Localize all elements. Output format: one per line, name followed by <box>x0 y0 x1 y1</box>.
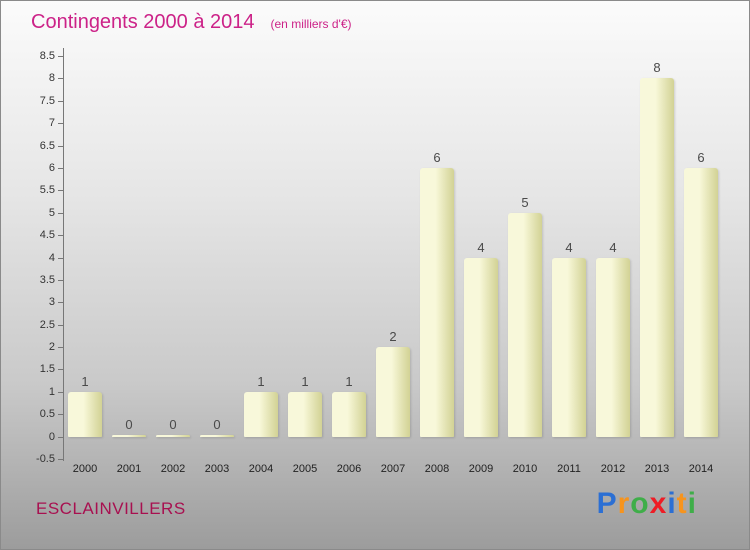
bar <box>640 78 674 437</box>
y-tick-mark <box>58 459 63 460</box>
x-tick-label: 2011 <box>557 463 581 475</box>
y-tick-mark <box>58 324 63 326</box>
bar <box>508 212 542 437</box>
y-tick-mark <box>58 100 63 102</box>
y-tick-mark <box>58 123 63 125</box>
logo-letter: o <box>630 487 650 520</box>
y-tick-mark <box>58 78 63 80</box>
y-tick-mark <box>58 190 63 192</box>
chart-title: Contingents 2000 à 2014 <box>31 11 255 33</box>
y-tick-label: -0.5 <box>36 453 55 465</box>
y-tick-mark <box>58 391 63 393</box>
x-tick-label: 2002 <box>160 463 186 475</box>
y-tick-mark <box>58 56 63 57</box>
y-tick-mark <box>58 369 63 371</box>
bar-value-label: 0 <box>169 416 177 432</box>
y-tick-label: 2 <box>48 341 55 354</box>
y-tick-label: 7.5 <box>39 94 55 107</box>
x-tick-label: 2009 <box>468 463 494 475</box>
bar-value-label: 5 <box>521 194 529 210</box>
y-tick-label: 5.5 <box>39 184 55 197</box>
bar <box>112 434 146 437</box>
y-tick-label: 4.5 <box>39 229 55 242</box>
x-tick-label: 2001 <box>116 463 142 475</box>
y-tick-mark <box>58 414 63 416</box>
y-tick-label: 6.5 <box>39 139 55 152</box>
bar <box>376 347 410 437</box>
x-tick-label: 2004 <box>248 463 274 475</box>
y-tick-label: 8.5 <box>39 50 55 62</box>
y-tick-label: 8 <box>48 72 55 85</box>
place-name: ESCLAINVILLERS <box>36 499 186 518</box>
bar <box>68 391 102 437</box>
bar-value-label: 4 <box>609 239 617 255</box>
x-tick-label: 2003 <box>204 463 230 475</box>
logo-letter: P <box>596 487 618 520</box>
bar-value-label: 1 <box>301 373 309 389</box>
x-tick-label: 2014 <box>688 463 714 475</box>
bar-value-label: 6 <box>433 149 441 165</box>
bar <box>200 434 234 437</box>
bar <box>684 167 718 437</box>
y-tick-label: 5 <box>48 206 55 219</box>
y-tick-mark <box>58 436 63 438</box>
y-tick-label: 0.5 <box>39 408 55 421</box>
y-tick-mark <box>58 212 63 214</box>
chart-subtitle: (en milliers d'€) <box>270 17 352 31</box>
y-tick-label: 3 <box>48 296 55 309</box>
x-tick-label: 2007 <box>380 463 406 475</box>
x-tick-label: 2013 <box>644 463 670 475</box>
logo-letter: i <box>687 487 697 520</box>
bar-value-label: 2 <box>389 329 397 345</box>
y-tick-label: 3.5 <box>39 273 55 286</box>
y-tick-mark <box>58 279 63 281</box>
y-tick-label: 2.5 <box>39 318 55 331</box>
bar-value-label: 1 <box>81 373 89 389</box>
bar <box>596 257 630 437</box>
bar <box>552 257 586 437</box>
y-tick-mark <box>58 347 63 349</box>
y-tick-mark <box>58 235 63 237</box>
bar <box>244 391 278 437</box>
y-tick-mark <box>58 302 63 304</box>
bar-value-label: 1 <box>257 373 265 389</box>
bar-value-label: 1 <box>345 373 353 389</box>
y-axis-line <box>63 48 64 461</box>
bar <box>288 391 322 437</box>
bar-value-label: 4 <box>477 239 485 255</box>
bar <box>464 257 498 437</box>
logo-letter: r <box>617 487 631 520</box>
bar-value-label: 0 <box>213 416 221 432</box>
y-tick-label: 7 <box>48 117 55 130</box>
x-tick-label: 2008 <box>424 463 450 475</box>
x-tick-label: 2010 <box>512 463 538 475</box>
proxiti-logo[interactable]: Proxiti <box>597 487 697 521</box>
y-tick-mark <box>58 167 63 169</box>
bar <box>332 391 366 437</box>
bar-value-label: 6 <box>697 149 705 165</box>
bar <box>420 167 454 437</box>
logo-letter: x <box>649 487 668 520</box>
bar-value-label: 0 <box>125 416 133 432</box>
x-tick-label: 2000 <box>72 463 98 475</box>
logo-letter: t <box>676 487 688 520</box>
x-tick-label: 2012 <box>600 463 626 475</box>
logo-letter: i <box>667 487 677 520</box>
bar <box>156 434 190 437</box>
y-tick-label: 0 <box>48 430 55 443</box>
y-tick-mark <box>58 257 63 259</box>
y-tick-mark <box>58 145 63 147</box>
chart-header: Contingents 2000 à 2014 (en milliers d'€… <box>31 11 352 34</box>
y-tick-label: 1 <box>48 385 55 398</box>
x-tick-label: 2005 <box>292 463 318 475</box>
bar-value-label: 4 <box>565 239 573 255</box>
x-tick-label: 2006 <box>336 463 362 475</box>
y-tick-label: 1.5 <box>39 363 55 376</box>
bar-value-label: 8 <box>653 60 661 76</box>
y-tick-label: 4 <box>48 251 55 264</box>
y-tick-label: 6 <box>48 161 55 174</box>
